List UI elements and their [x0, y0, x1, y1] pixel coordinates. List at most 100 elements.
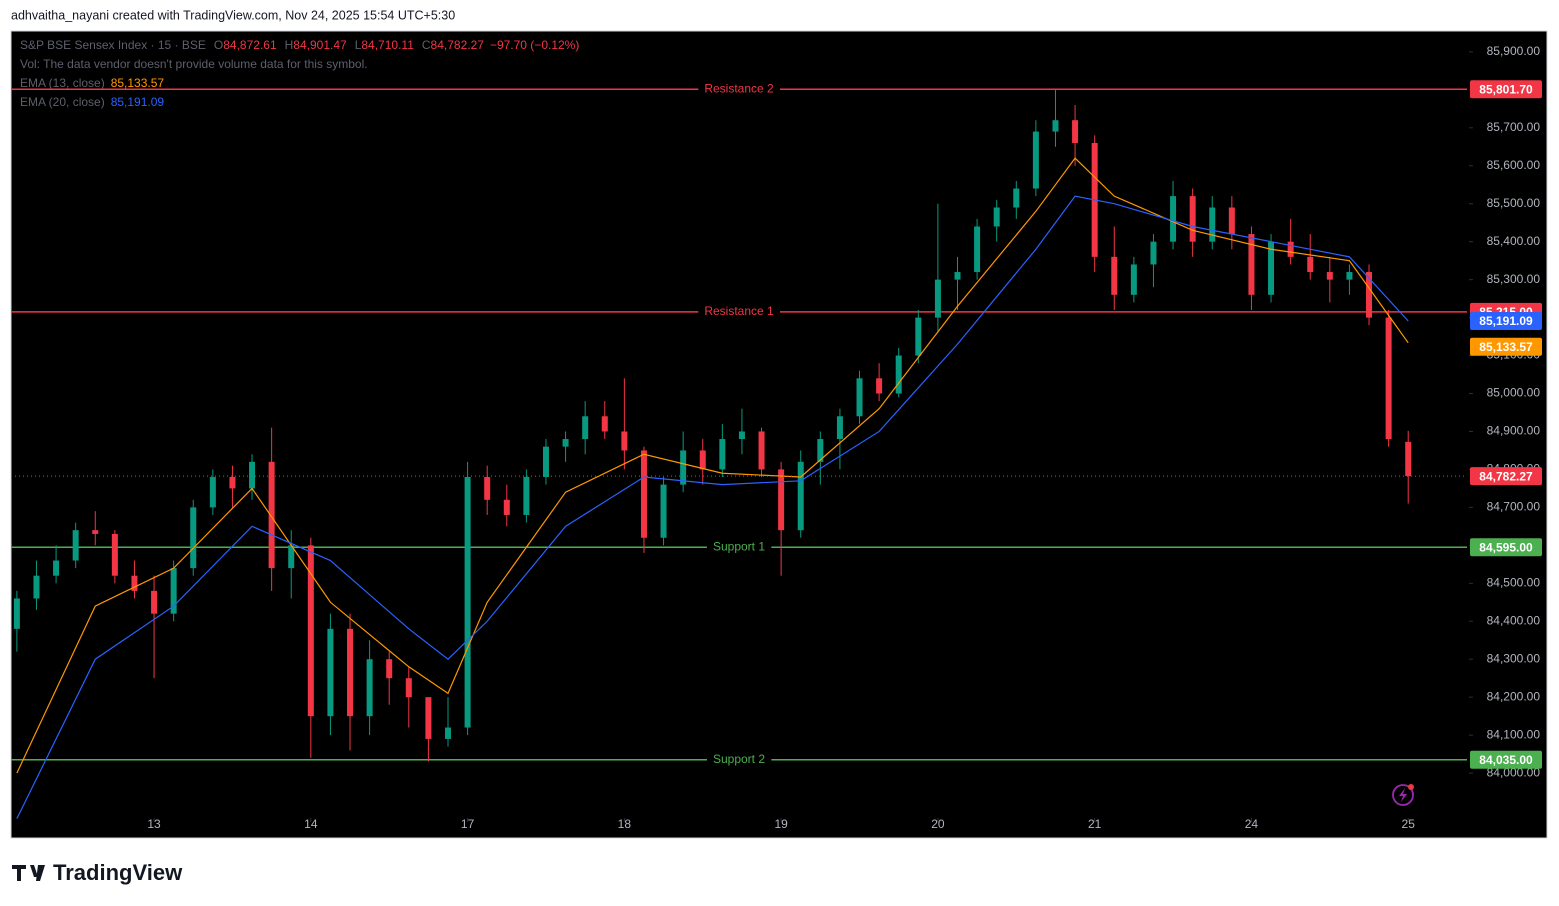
candle-body: [1405, 441, 1412, 477]
candle-body: [895, 355, 902, 394]
x-tick-label: 25: [1402, 817, 1416, 831]
x-tick-label: 14: [304, 817, 318, 831]
candle-body: [1307, 256, 1314, 273]
candle-body: [268, 461, 275, 569]
ohlc-value: 84,710.11: [361, 38, 414, 52]
x-tick-label: 20: [931, 817, 945, 831]
candle-body: [934, 279, 941, 318]
candle: [758, 427, 765, 478]
candle: [601, 401, 608, 440]
candle-body: [131, 575, 138, 591]
candle: [1170, 180, 1177, 250]
candle: [778, 461, 785, 576]
symbol-title: S&P BSE Sensex Index · 15 · BSE: [20, 38, 206, 52]
candle-body: [1326, 272, 1333, 280]
candle: [190, 499, 197, 576]
candle: [1287, 218, 1294, 265]
candle-body: [974, 226, 981, 273]
candle-body: [464, 477, 471, 728]
candle-body: [680, 450, 687, 485]
candle-body: [1052, 120, 1059, 132]
candle: [582, 401, 589, 455]
candle-body: [33, 575, 40, 599]
ema-name: EMA (20, close): [20, 95, 105, 109]
candle-body: [582, 416, 589, 440]
candle: [1111, 226, 1118, 310]
candle: [621, 378, 628, 470]
candle-body: [621, 431, 628, 451]
candle-body: [288, 545, 295, 569]
candle: [934, 203, 941, 333]
level-name-bg: [698, 303, 781, 320]
candle: [13, 590, 20, 652]
footer-logo: [12, 865, 45, 881]
candle-body: [170, 568, 177, 614]
candle: [856, 370, 863, 424]
candle: [895, 347, 902, 398]
candle-body: [876, 378, 883, 394]
y-tick-label: 84,500.00: [1487, 575, 1541, 589]
level-axis-label: 84,035.00: [1479, 753, 1533, 767]
candle-body: [817, 439, 824, 462]
candle: [131, 560, 138, 599]
level-axis-label: 84,595.00: [1479, 540, 1533, 554]
candle-body: [758, 431, 765, 470]
candle: [1405, 430, 1412, 504]
level-axis-label-bg: [1470, 750, 1542, 769]
plot-area: 84,000.0084,100.0084,200.0084,300.0084,4…: [11, 44, 1542, 831]
candle-body: [778, 469, 785, 531]
ema-axis-label: 85,133.57: [1479, 340, 1533, 354]
candle-body: [1346, 272, 1353, 280]
candle: [209, 469, 216, 515]
candle: [484, 465, 491, 515]
candle: [464, 461, 471, 736]
candle: [836, 408, 843, 470]
candle-body: [1228, 207, 1235, 235]
candle-body: [1268, 241, 1275, 295]
candle-body: [1189, 196, 1196, 242]
candle-body: [1150, 241, 1157, 265]
candle: [1307, 234, 1314, 280]
candle-body: [954, 272, 961, 280]
level-axis-label-bg: [1470, 80, 1542, 99]
candle: [366, 640, 373, 736]
candle: [562, 431, 569, 462]
candle-body: [386, 659, 393, 679]
candle: [719, 423, 726, 478]
candle-body: [719, 439, 726, 470]
candle-body: [484, 477, 491, 500]
alert-icon: [1392, 784, 1414, 806]
ema-line: [16, 195, 1409, 819]
candle-body: [797, 461, 804, 531]
candle: [817, 431, 824, 485]
candle: [699, 439, 706, 485]
candle: [33, 560, 40, 610]
ema-value: 85,191.09: [111, 95, 165, 109]
level-name: Support 1: [713, 539, 765, 553]
ohlc-name: O: [214, 38, 223, 52]
candle: [425, 697, 432, 762]
level-name: Resistance 1: [704, 304, 774, 318]
candle: [1052, 89, 1059, 147]
y-tick-label: 84,900.00: [1487, 424, 1541, 438]
candle-body: [190, 507, 197, 569]
candle-body: [660, 484, 667, 538]
candle: [268, 427, 275, 591]
candle-body: [249, 461, 256, 489]
candle-body: [13, 598, 20, 629]
candle: [249, 454, 256, 500]
candle-body: [366, 659, 373, 717]
candle-body: [307, 545, 314, 717]
candle-body: [1032, 131, 1039, 189]
level-name: Resistance 2: [704, 81, 774, 95]
candle: [229, 465, 236, 508]
ema-axis-label-bg: [1470, 337, 1542, 356]
candle: [53, 545, 60, 584]
candle: [1091, 135, 1098, 273]
level-axis-label: 85,801.70: [1479, 82, 1533, 96]
candle: [738, 408, 745, 455]
x-tick-label: 19: [774, 817, 788, 831]
candle-body: [699, 450, 706, 470]
candle-body: [640, 450, 647, 538]
ohlc-name: L: [355, 38, 362, 52]
